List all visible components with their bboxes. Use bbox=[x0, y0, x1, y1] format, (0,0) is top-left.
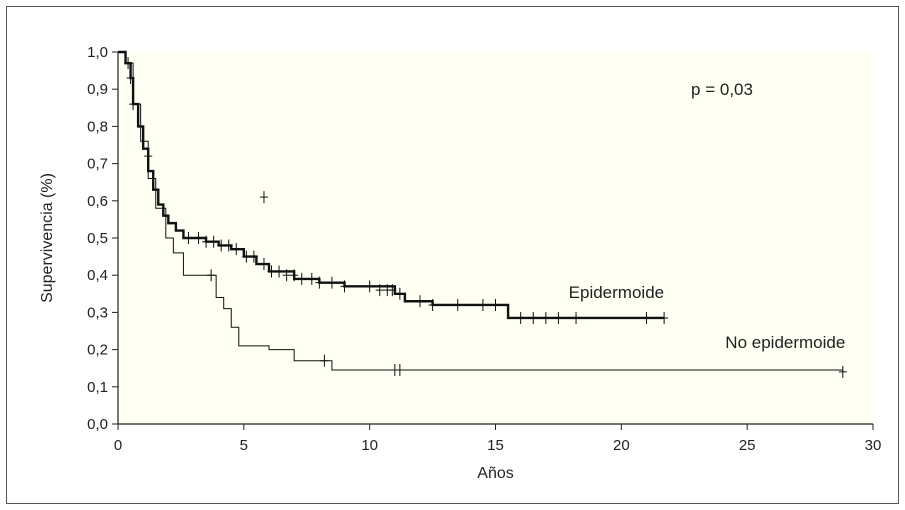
x-tick-label: 10 bbox=[361, 437, 378, 454]
censor-mark-epidermoide bbox=[388, 284, 397, 297]
x-tick-label: 5 bbox=[240, 437, 248, 454]
censor-mark-epidermoide bbox=[529, 311, 538, 324]
censor-mark-epidermoide bbox=[327, 276, 336, 289]
y-tick-label: 0,3 bbox=[87, 304, 108, 321]
censor-mark-epidermoide bbox=[184, 232, 193, 244]
censor-mark-epidermoide bbox=[224, 239, 233, 252]
y-tick-label: 0,4 bbox=[87, 267, 108, 284]
censor-mark-epidermoide bbox=[315, 276, 324, 289]
censor-mark-epidermoide bbox=[478, 298, 487, 311]
annotation-text: Epidermoide bbox=[569, 283, 664, 302]
censor-mark-epidermoide bbox=[209, 235, 218, 248]
censor-mark-epidermoide bbox=[202, 235, 211, 248]
censor-mark-epidermoide bbox=[259, 191, 268, 204]
censor-mark-epidermoide bbox=[249, 250, 258, 263]
censor-mark-epidermoide bbox=[290, 269, 299, 282]
x-axis-title: Años bbox=[477, 465, 513, 482]
censor-mark-epidermoide bbox=[541, 311, 550, 324]
y-tick-label: 0,9 bbox=[87, 81, 108, 98]
censor-mark-epidermoide bbox=[232, 243, 241, 256]
censor-mark-epidermoide bbox=[365, 280, 374, 293]
censor-mark-epidermoide bbox=[516, 311, 525, 324]
censor-mark-no-epidermoide bbox=[838, 365, 847, 378]
censor-mark-epidermoide bbox=[282, 269, 291, 282]
x-tick-label: 30 bbox=[865, 437, 882, 454]
y-tick-label: 0,0 bbox=[87, 416, 108, 433]
censor-mark-epidermoide bbox=[554, 311, 563, 324]
censor-mark-epidermoide bbox=[275, 265, 284, 278]
censor-mark-epidermoide bbox=[453, 298, 462, 311]
plot-area bbox=[118, 52, 873, 424]
y-tick-label: 0,7 bbox=[87, 156, 108, 173]
censor-mark-epidermoide bbox=[267, 265, 276, 278]
censor-mark-no-epidermoide bbox=[395, 364, 404, 377]
y-tick-label: 0,6 bbox=[87, 193, 108, 210]
censor-mark-epidermoide bbox=[491, 298, 500, 311]
annotation-text: p = 0,03 bbox=[691, 80, 753, 99]
censor-mark-no-epidermoide bbox=[207, 269, 216, 282]
censor-mark-epidermoide bbox=[416, 295, 424, 308]
censor-mark-epidermoide bbox=[242, 250, 251, 263]
censor-mark-epidermoide bbox=[340, 280, 349, 293]
censor-mark-epidermoide bbox=[307, 272, 316, 285]
censor-mark-epidermoide bbox=[428, 298, 437, 311]
censor-mark-epidermoide bbox=[572, 311, 581, 324]
censor-mark-epidermoide bbox=[194, 232, 203, 244]
censor-mark-no-epidermoide bbox=[320, 354, 329, 367]
y-tick-label: 0,8 bbox=[87, 118, 108, 135]
x-tick-label: 25 bbox=[739, 437, 756, 454]
censor-mark-no-epidermoide bbox=[124, 57, 133, 70]
y-tick-label: 0,1 bbox=[87, 379, 108, 396]
y-axis-title: Supervivencia (%) bbox=[39, 173, 56, 303]
censor-mark-epidermoide bbox=[395, 287, 404, 300]
censor-mark-epidermoide bbox=[375, 284, 384, 297]
censor-mark-epidermoide bbox=[217, 239, 226, 252]
series-line-no-epidermoide bbox=[118, 51, 844, 372]
x-tick-label: 0 bbox=[114, 437, 122, 454]
y-tick-label: 0,2 bbox=[87, 342, 108, 359]
censor-mark-epidermoide bbox=[660, 311, 669, 324]
y-tick-label: 0,5 bbox=[87, 230, 108, 247]
annotation-text: No epidermoide bbox=[725, 333, 845, 352]
censor-mark-epidermoide bbox=[642, 311, 651, 324]
censor-mark-epidermoide bbox=[297, 272, 306, 285]
censor-mark-epidermoide bbox=[259, 258, 268, 271]
x-tick-label: 20 bbox=[613, 437, 630, 454]
y-tick-label: 1,0 bbox=[87, 44, 108, 61]
x-tick-label: 15 bbox=[487, 437, 504, 454]
